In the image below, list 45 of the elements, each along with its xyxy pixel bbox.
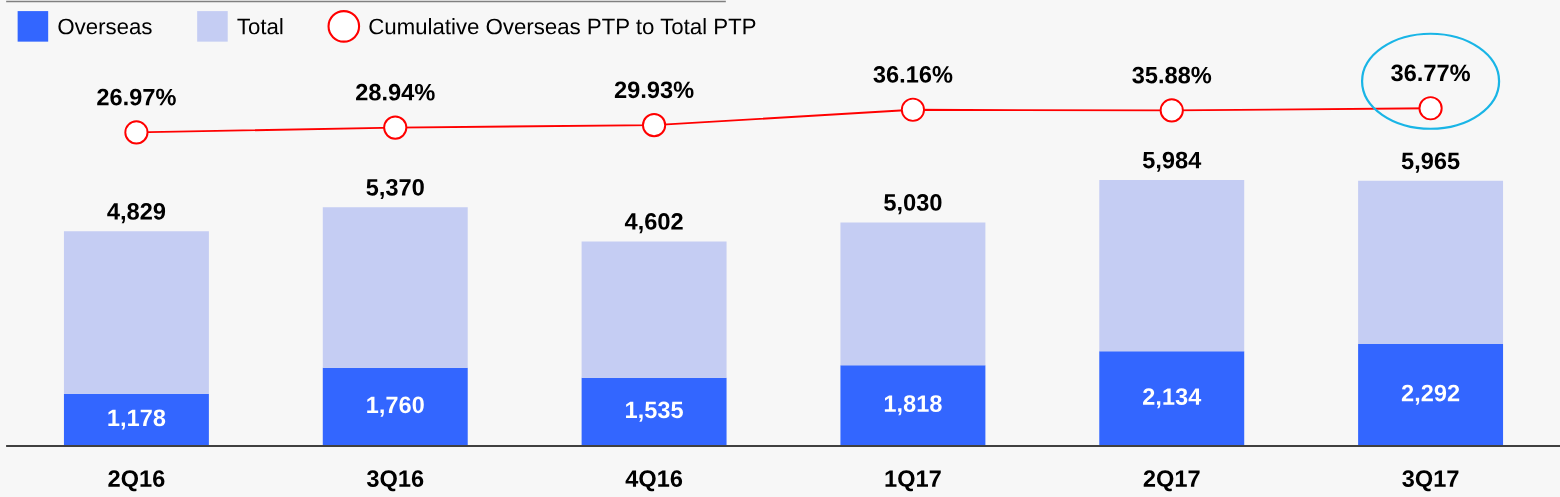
data-label: 29.93%: [614, 81, 694, 99]
data-label: 2,292: [1401, 384, 1460, 405]
point: [124, 120, 149, 145]
data-label: 1,760: [367, 396, 424, 417]
point: [1418, 96, 1443, 121]
data-label: 1,178: [108, 409, 166, 430]
data-label: 26.97%: [97, 88, 176, 106]
legend-label: Cumulative Overseas PTP to Total PTP: [369, 18, 756, 35]
legend-label: Overseas: [58, 18, 152, 35]
bar: [1358, 180, 1504, 345]
data-label: 35.88%: [1132, 66, 1212, 84]
data-label: 1,818: [884, 395, 942, 416]
data-label: 36.16%: [873, 66, 953, 83]
bar: [840, 222, 986, 366]
point: [1159, 98, 1184, 123]
bar: [322, 367, 468, 446]
total-label: 5,370: [366, 178, 424, 200]
bar: [1099, 351, 1245, 446]
x-tick-label: 3Q16: [366, 470, 424, 492]
total-label: 4,829: [107, 203, 166, 224]
legend-label: Total: [237, 18, 283, 35]
total-label: 5,965: [1401, 152, 1460, 173]
data-label: 2,134: [1143, 388, 1202, 409]
bar: [581, 241, 727, 378]
point: [642, 113, 667, 138]
bar: [1099, 180, 1245, 352]
total-label: 5,984: [1142, 151, 1202, 172]
x-tick-label: 4Q16: [625, 470, 683, 492]
x-tick-label: 1Q17: [885, 470, 941, 492]
point: [383, 115, 408, 140]
x-tick-label: 2Q16: [108, 470, 165, 492]
x-tick-label: 3Q17: [1402, 470, 1459, 492]
data-label: 28.94%: [356, 83, 435, 101]
bar: [63, 393, 209, 446]
bar: [63, 231, 209, 394]
bar: [581, 377, 727, 446]
data-label: 36.77%: [1391, 64, 1470, 82]
total-label: 5,030: [884, 194, 942, 215]
point: [900, 97, 925, 122]
bar: [322, 207, 468, 368]
x-tick-label: 2Q17: [1143, 470, 1200, 492]
data-label: 1,535: [626, 401, 683, 422]
total-label: 4,602: [624, 213, 683, 234]
bar: [1358, 344, 1504, 446]
bar: [840, 365, 986, 446]
